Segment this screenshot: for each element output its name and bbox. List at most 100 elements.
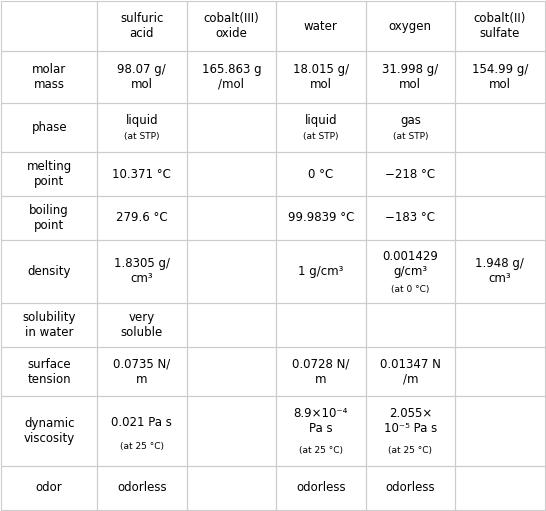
Bar [2, 51, 97, 103]
Bar [455, 347, 544, 397]
Bar [2, 240, 97, 304]
Text: 98.07 g/
mol: 98.07 g/ mol [117, 63, 166, 91]
Text: very
soluble: very soluble [121, 311, 163, 339]
Bar [455, 466, 544, 509]
Text: liquid: liquid [126, 114, 158, 127]
Text: 0.0735 N/
m: 0.0735 N/ m [113, 358, 170, 386]
Text: 1.948 g/
cm³: 1.948 g/ cm³ [476, 258, 524, 286]
Bar [366, 51, 455, 103]
Bar [276, 103, 366, 152]
Text: odorless: odorless [385, 481, 435, 494]
Text: (at STP): (at STP) [393, 132, 428, 141]
Bar [2, 466, 97, 509]
Bar [455, 103, 544, 152]
Text: solubility
in water: solubility in water [22, 311, 76, 339]
Text: 0.001429
g/cm³: 0.001429 g/cm³ [382, 250, 438, 278]
Bar [276, 196, 366, 240]
Text: 8.9×10⁻⁴
Pa s: 8.9×10⁻⁴ Pa s [294, 407, 348, 435]
Text: 165.863 g
/mol: 165.863 g /mol [201, 63, 261, 91]
Bar [2, 397, 97, 466]
Bar [97, 196, 187, 240]
Text: cobalt(III)
oxide: cobalt(III) oxide [204, 12, 259, 40]
Bar [187, 103, 276, 152]
Bar [97, 304, 187, 347]
Bar [455, 2, 544, 51]
Text: density: density [27, 265, 71, 278]
Text: 99.9839 °C: 99.9839 °C [288, 211, 354, 224]
Bar [187, 240, 276, 304]
Text: 154.99 g/
mol: 154.99 g/ mol [472, 63, 528, 91]
Text: (at STP): (at STP) [124, 132, 159, 141]
Text: 31.998 g/
mol: 31.998 g/ mol [382, 63, 438, 91]
Text: 0 °C: 0 °C [308, 168, 334, 181]
Bar [276, 304, 366, 347]
Bar [187, 304, 276, 347]
Text: odorless: odorless [117, 481, 167, 494]
Text: odor: odor [36, 481, 63, 494]
Text: phase: phase [32, 121, 67, 134]
Bar [187, 2, 276, 51]
Bar [276, 240, 366, 304]
Bar [366, 240, 455, 304]
Text: 0.0728 N/
m: 0.0728 N/ m [292, 358, 349, 386]
Bar [187, 152, 276, 196]
Bar [187, 466, 276, 509]
Bar [97, 2, 187, 51]
Bar [97, 397, 187, 466]
Text: melting
point: melting point [27, 160, 72, 188]
Bar [2, 2, 97, 51]
Text: −183 °C: −183 °C [385, 211, 435, 224]
Text: surface
tension: surface tension [27, 358, 71, 386]
Bar [366, 152, 455, 196]
Bar [2, 152, 97, 196]
Bar [2, 103, 97, 152]
Bar [276, 152, 366, 196]
Bar [366, 304, 455, 347]
Bar [455, 196, 544, 240]
Text: water: water [304, 19, 338, 33]
Bar [366, 466, 455, 509]
Text: (at STP): (at STP) [303, 132, 339, 141]
Text: 1 g/cm³: 1 g/cm³ [298, 265, 343, 278]
Text: 279.6 °C: 279.6 °C [116, 211, 168, 224]
Bar [366, 103, 455, 152]
Bar [455, 304, 544, 347]
Bar [455, 397, 544, 466]
Text: odorless: odorless [296, 481, 346, 494]
Bar [97, 51, 187, 103]
Bar [455, 240, 544, 304]
Text: 10.371 °C: 10.371 °C [112, 168, 171, 181]
Bar [187, 196, 276, 240]
Text: −218 °C: −218 °C [385, 168, 435, 181]
Text: oxygen: oxygen [389, 19, 432, 33]
Bar [97, 240, 187, 304]
Bar [97, 347, 187, 397]
Bar [187, 397, 276, 466]
Text: sulfuric
acid: sulfuric acid [120, 12, 163, 40]
Text: (at 25 °C): (at 25 °C) [299, 446, 343, 455]
Text: 1.8305 g/
cm³: 1.8305 g/ cm³ [114, 258, 170, 286]
Text: dynamic
viscosity: dynamic viscosity [23, 417, 75, 445]
Text: 2.055×
10⁻⁵ Pa s: 2.055× 10⁻⁵ Pa s [384, 407, 437, 435]
Bar [97, 466, 187, 509]
Bar [2, 196, 97, 240]
Text: cobalt(II)
sulfate: cobalt(II) sulfate [474, 12, 526, 40]
Bar [187, 51, 276, 103]
Text: (at 25 °C): (at 25 °C) [120, 442, 164, 451]
Bar [366, 347, 455, 397]
Text: liquid: liquid [305, 114, 337, 127]
Bar [366, 397, 455, 466]
Bar [97, 103, 187, 152]
Text: (at 25 °C): (at 25 °C) [388, 446, 432, 455]
Text: gas: gas [400, 114, 421, 127]
Bar [366, 2, 455, 51]
Bar [366, 196, 455, 240]
Text: 0.021 Pa s: 0.021 Pa s [111, 416, 172, 429]
Bar [2, 304, 97, 347]
Bar [276, 2, 366, 51]
Text: (at 0 °C): (at 0 °C) [391, 285, 430, 294]
Text: 18.015 g/
mol: 18.015 g/ mol [293, 63, 349, 91]
Bar [276, 347, 366, 397]
Bar [455, 51, 544, 103]
Bar [2, 347, 97, 397]
